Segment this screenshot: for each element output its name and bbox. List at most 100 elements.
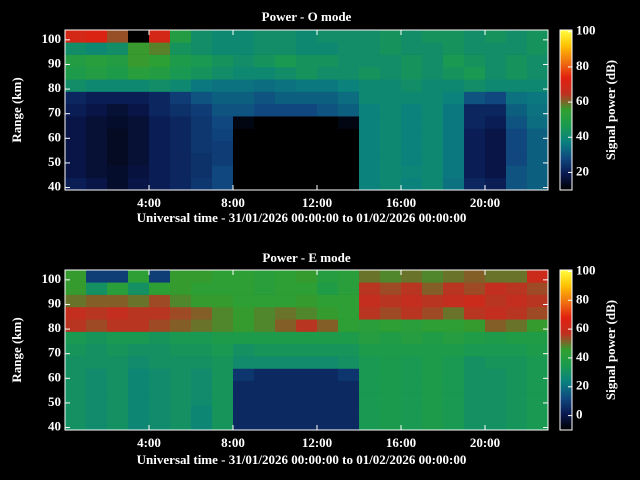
heatmap-cell xyxy=(506,42,528,55)
heatmap-cell xyxy=(191,343,213,357)
heatmap-cell xyxy=(254,306,276,320)
heatmap-cell xyxy=(317,270,339,283)
heatmap-cell xyxy=(527,417,549,431)
heatmap-cell xyxy=(506,153,528,166)
colorbar-segment xyxy=(560,424,572,427)
colorbar-segment xyxy=(560,122,572,125)
colorbar-segment xyxy=(560,158,572,161)
heatmap-cell xyxy=(422,368,444,382)
heatmap-cell xyxy=(422,319,444,332)
colorbar-segment xyxy=(560,364,572,367)
heatmap-cell xyxy=(422,103,444,117)
heatmap-cell xyxy=(464,282,486,295)
heatmap-cell xyxy=(233,393,255,406)
y-tick-label: 90 xyxy=(48,55,61,70)
colorbar-segment xyxy=(560,344,572,347)
heatmap-cell xyxy=(443,331,465,345)
heatmap-cell xyxy=(485,30,507,43)
colorbar-segment xyxy=(560,322,572,325)
heatmap-cell xyxy=(107,393,129,406)
colorbar-segment xyxy=(560,318,572,321)
heatmap-cell xyxy=(338,103,360,117)
heatmap-cell xyxy=(359,294,381,308)
heatmap-cell xyxy=(527,343,549,357)
heatmap-cell xyxy=(401,380,423,394)
heatmap-cell xyxy=(527,270,549,283)
colorbar-segment xyxy=(560,74,572,77)
heatmap-cell xyxy=(401,319,423,332)
heatmap-cell xyxy=(233,116,255,129)
heatmap-cell xyxy=(443,368,465,382)
heatmap-cell xyxy=(485,165,507,178)
heatmap-cell xyxy=(254,42,276,55)
heatmap-cell xyxy=(485,153,507,166)
heatmap-cell xyxy=(128,294,150,308)
heatmap-cell xyxy=(443,417,465,431)
heatmap-cell xyxy=(380,368,402,382)
heatmap-cell xyxy=(380,116,402,129)
heatmap-cell xyxy=(338,405,360,418)
colorbar-segment xyxy=(560,132,572,135)
y-tick-label: 40 xyxy=(48,419,61,434)
heatmap-cell xyxy=(296,116,318,129)
heatmap-cell xyxy=(149,343,171,357)
colorbar-segment xyxy=(560,356,572,359)
colorbar-segment xyxy=(560,88,572,91)
colorbar-segment xyxy=(560,288,572,291)
heatmap-cell xyxy=(149,116,171,129)
colorbar-segment xyxy=(560,272,572,275)
heatmap-cell xyxy=(401,368,423,382)
heatmap-cell xyxy=(380,282,402,295)
colorbar-segment xyxy=(560,148,572,151)
heatmap-cell xyxy=(317,405,339,418)
heatmap-cell xyxy=(275,319,297,332)
heatmap-cell xyxy=(527,165,549,178)
heatmap-cell xyxy=(401,79,423,92)
heatmap-cell xyxy=(506,393,528,406)
heatmap-cell xyxy=(527,368,549,382)
heatmap-cell xyxy=(275,54,297,68)
colorbar-segment xyxy=(560,96,572,99)
heatmap-cell xyxy=(233,165,255,178)
heatmap-cell xyxy=(338,270,360,283)
heatmap-cell xyxy=(401,103,423,117)
heatmap-cell xyxy=(65,128,87,142)
heatmap-cell xyxy=(212,380,234,394)
heatmap-cell xyxy=(338,66,360,80)
heatmap-cell xyxy=(275,128,297,142)
heatmap-cell xyxy=(170,116,192,129)
heatmap-cell xyxy=(65,294,87,308)
colorbar-segment xyxy=(560,140,572,143)
heatmap-cell xyxy=(317,66,339,80)
heatmap-cell xyxy=(107,153,129,166)
colorbar-segment xyxy=(560,152,572,155)
heatmap-cell xyxy=(191,103,213,117)
heatmap-cell xyxy=(401,405,423,418)
heatmap-cell xyxy=(464,91,486,105)
heatmap-cell xyxy=(107,177,129,191)
heatmap-cell xyxy=(170,128,192,142)
heatmap-cell xyxy=(296,79,318,92)
heatmap-cell xyxy=(296,54,318,68)
heatmap-cell xyxy=(191,30,213,43)
heatmap-cell xyxy=(380,356,402,369)
heatmap-cell xyxy=(443,54,465,68)
heatmap-cell xyxy=(317,128,339,142)
heatmap-cell xyxy=(191,66,213,80)
heatmap-cell xyxy=(212,368,234,382)
x-tick-label: 12:00 xyxy=(302,195,332,210)
colorbar-segment xyxy=(560,280,572,283)
heatmap-cell xyxy=(485,393,507,406)
heatmap-cell xyxy=(401,116,423,129)
colorbar-segment xyxy=(560,338,572,341)
colorbar-segment xyxy=(560,416,572,419)
heatmap-cell xyxy=(296,393,318,406)
colorbar-segment xyxy=(560,388,572,391)
colorbar-segment xyxy=(560,64,572,67)
heatmap-cell xyxy=(212,140,234,154)
colorbar-segment xyxy=(560,336,572,339)
heatmap-cell xyxy=(401,306,423,320)
colorbar-segment xyxy=(560,312,572,315)
colorbar-segment xyxy=(560,274,572,277)
heatmap-cell xyxy=(107,356,129,369)
